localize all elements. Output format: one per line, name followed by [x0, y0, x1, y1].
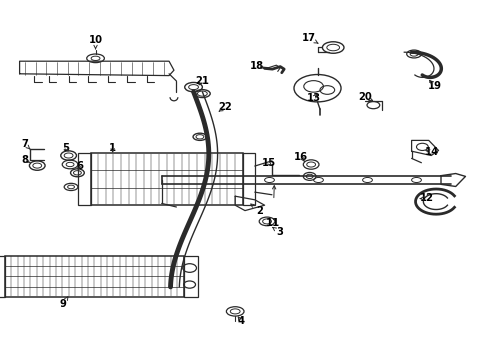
- Bar: [5, 256, 184, 297]
- Text: 11: 11: [266, 218, 280, 228]
- Text: 10: 10: [89, 35, 102, 45]
- Text: 16: 16: [294, 152, 308, 162]
- Text: 6: 6: [76, 161, 83, 171]
- Text: 21: 21: [195, 76, 209, 86]
- Bar: [243, 153, 255, 205]
- Text: 22: 22: [219, 102, 232, 112]
- Bar: [0, 256, 5, 297]
- Text: 19: 19: [428, 81, 442, 91]
- Text: 4: 4: [238, 316, 245, 326]
- Bar: [184, 256, 198, 297]
- Text: 5: 5: [63, 143, 70, 153]
- Text: 14: 14: [425, 147, 440, 157]
- Bar: [91, 153, 243, 205]
- Text: 12: 12: [420, 193, 434, 203]
- Text: 7: 7: [21, 139, 28, 149]
- Text: 9: 9: [59, 299, 66, 309]
- Text: 13: 13: [307, 93, 320, 103]
- Bar: [78, 153, 91, 205]
- Text: 8: 8: [21, 155, 28, 165]
- Text: 1: 1: [109, 143, 116, 153]
- Text: 2: 2: [256, 206, 263, 216]
- Text: 20: 20: [358, 92, 372, 102]
- Text: 3: 3: [276, 227, 283, 237]
- Text: 17: 17: [302, 33, 316, 43]
- Text: 15: 15: [262, 158, 275, 168]
- Text: 18: 18: [250, 60, 264, 71]
